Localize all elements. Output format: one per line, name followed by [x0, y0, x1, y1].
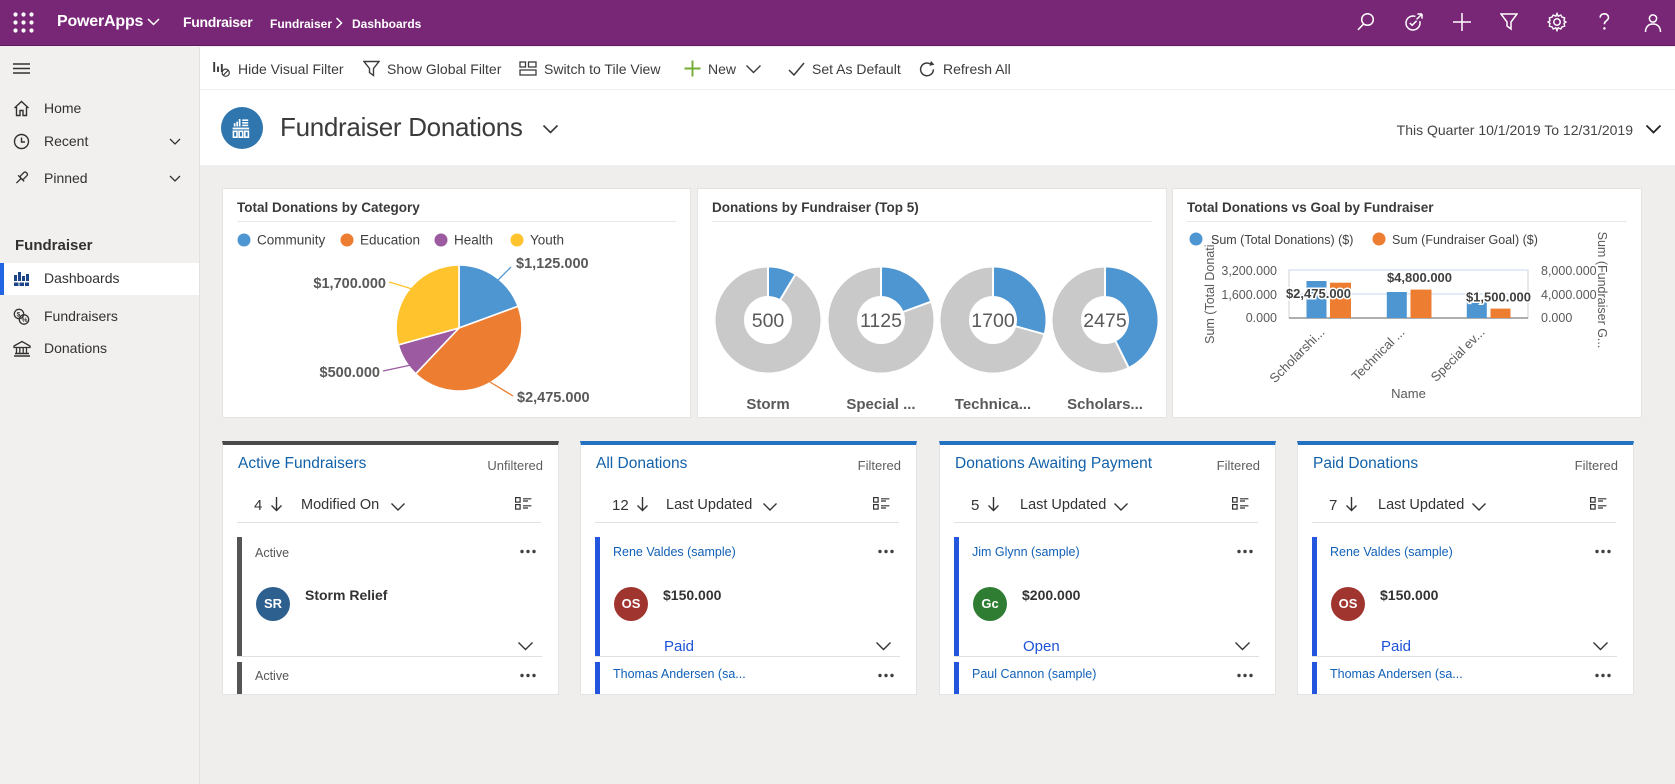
svg-text:8,000.000: 8,000.000: [1541, 264, 1597, 278]
svg-text:Sum (Total Donations) ($): Sum (Total Donations) ($): [1211, 233, 1353, 247]
svg-text:1,600.000: 1,600.000: [1221, 288, 1277, 302]
svg-text:4,000.000: 4,000.000: [1541, 288, 1597, 302]
svg-text:Scholars...: Scholars...: [1067, 396, 1143, 413]
svg-text:$2,475.000: $2,475.000: [1286, 286, 1351, 301]
svg-text:Special ev...: Special ev...: [1428, 325, 1488, 385]
svg-text:Health: Health: [454, 233, 493, 248]
svg-text:500: 500: [752, 310, 785, 332]
svg-text:$500.000: $500.000: [320, 365, 380, 381]
svg-text:Sum (Total Donati...: Sum (Total Donati...: [1203, 234, 1217, 344]
svg-text:Special ...: Special ...: [846, 396, 915, 413]
svg-text:Technical ...: Technical ...: [1348, 325, 1407, 384]
svg-text:Sum (Fundraiser G...: Sum (Fundraiser G...: [1595, 232, 1609, 349]
svg-text:3,200.000: 3,200.000: [1221, 264, 1277, 278]
svg-text:Scholarshi...: Scholarshi...: [1266, 325, 1327, 386]
svg-text:1125: 1125: [860, 310, 902, 332]
svg-text:Sum (Fundraiser Goal) ($): Sum (Fundraiser Goal) ($): [1392, 233, 1538, 247]
svg-text:Name: Name: [1391, 386, 1426, 401]
svg-text:Youth: Youth: [530, 233, 564, 248]
svg-text:$1,125.000: $1,125.000: [516, 256, 589, 272]
svg-text:$1,700.000: $1,700.000: [313, 276, 386, 292]
svg-text:Education: Education: [360, 233, 420, 248]
svg-text:1700: 1700: [971, 310, 1015, 332]
svg-text:Storm: Storm: [746, 396, 789, 413]
svg-text:$1,500.000: $1,500.000: [1466, 290, 1531, 305]
svg-text:0.000: 0.000: [1541, 311, 1572, 325]
svg-text:%: %: [22, 317, 28, 324]
svg-text:$4,800.000: $4,800.000: [1387, 270, 1452, 285]
svg-text:Technica...: Technica...: [955, 396, 1031, 413]
svg-text:Community: Community: [257, 233, 326, 248]
svg-text:$: $: [17, 311, 21, 318]
svg-text:0.000: 0.000: [1246, 311, 1277, 325]
svg-text:$2,475.000: $2,475.000: [517, 390, 590, 406]
svg-text:2475: 2475: [1083, 310, 1127, 332]
